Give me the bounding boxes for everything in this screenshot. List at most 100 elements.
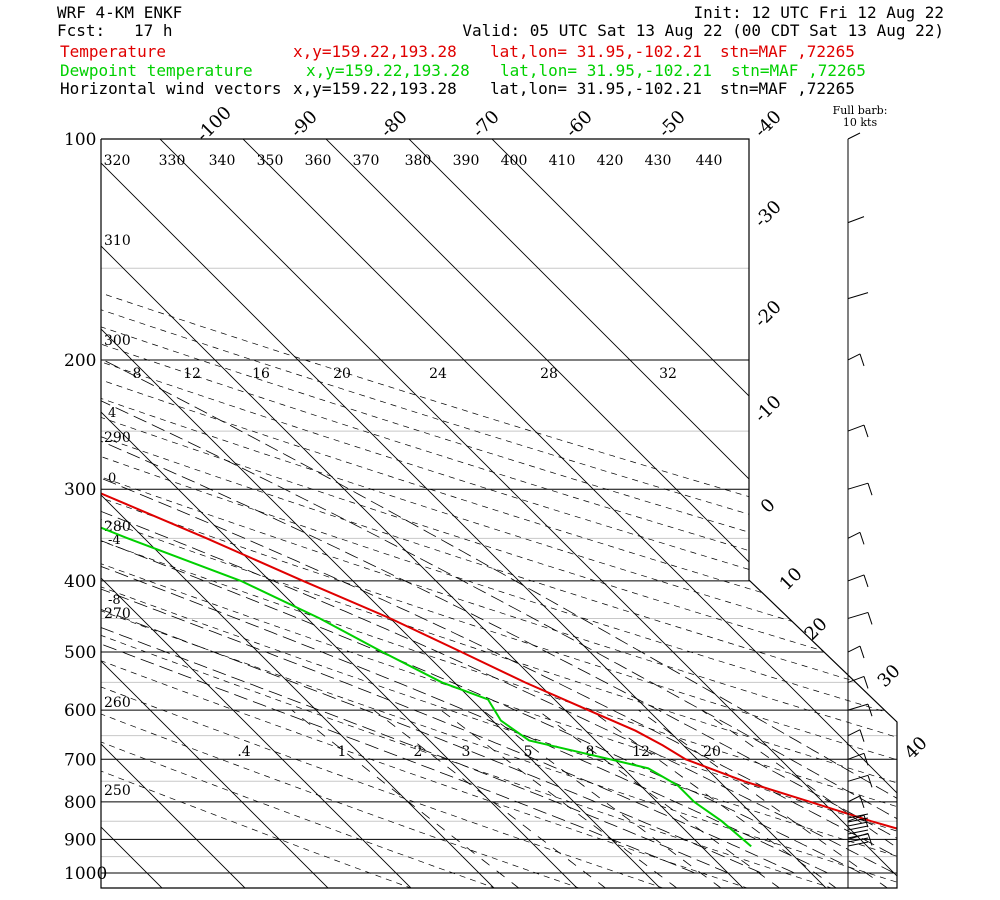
- wind-barb-flag: [859, 729, 865, 742]
- wind-barb: [847, 833, 869, 839]
- dry-adiabat: [101, 139, 581, 888]
- wind-barb-flag: [863, 676, 869, 689]
- wind-barb: [847, 132, 861, 140]
- legend-dewpoint-latlon: lat,lon= 31.95,-102.21: [500, 61, 712, 80]
- diagram-grid: [101, 139, 897, 888]
- pressure-tick-label: 600: [64, 701, 96, 721]
- wind-barb-flag: [859, 795, 865, 809]
- isotherm: [101, 139, 578, 888]
- dry-adiabat: [101, 139, 897, 888]
- barb-legend-line2: 10 kts: [843, 116, 878, 129]
- isotherm-label-small: -4: [108, 533, 121, 548]
- isotherm-label: -60: [561, 106, 596, 141]
- moist-adiabat-label: 20: [333, 366, 351, 382]
- mixing-ratio-line: [373, 709, 607, 888]
- mixing-ratio-label: 2: [414, 744, 423, 760]
- mixing-ratio-line: [537, 709, 781, 888]
- pressure-tick-label: 1000: [64, 864, 107, 884]
- init-time: Init: 12 UTC Fri 12 Aug 22: [693, 3, 944, 22]
- moist-adiabat: [101, 359, 861, 874]
- mixing-ratio-label: 5: [524, 744, 533, 760]
- wind-barb: [847, 645, 861, 653]
- wind-barb: [847, 817, 869, 823]
- dry-adiabat: [101, 139, 665, 888]
- wind-barb: [847, 675, 865, 683]
- moist-adiabat: [101, 359, 895, 874]
- wind-barb: [847, 821, 869, 827]
- forecast-label: Fcst:: [57, 21, 106, 40]
- isotherm-label: -70: [468, 106, 503, 141]
- isentrope-label: 410: [549, 153, 576, 169]
- isentrope-label: 390: [453, 153, 480, 169]
- valid-time: Valid: 05 UTC Sat 13 Aug 22 (00 CDT Sat …: [462, 21, 944, 40]
- isentrope-label: 320: [104, 153, 131, 169]
- mixing-ratio-line: [590, 709, 838, 888]
- dewpoint-profile: [101, 139, 752, 848]
- wind-barb: [847, 482, 869, 490]
- isentrope-label: 350: [257, 153, 284, 169]
- moist-adiabat: [101, 359, 762, 874]
- moist-adiabat-label: 8: [133, 366, 142, 382]
- wind-barb-flag: [859, 645, 865, 659]
- legend-temperature-point: x,y=159.22,193.28: [293, 42, 457, 61]
- isotherm-label: 20: [801, 614, 832, 645]
- legend-temperature-latlon: lat,lon= 31.95,-102.21: [490, 42, 702, 61]
- isentrope-label: 270: [104, 606, 131, 622]
- wind-barb: [847, 814, 865, 822]
- dry-adiabat: [101, 139, 497, 888]
- wind-barb: [847, 825, 869, 831]
- wind-barb: [847, 813, 869, 819]
- mixing-ratio-line: [701, 709, 897, 888]
- mixing-ratio-label: 12: [632, 744, 650, 760]
- isotherm-label: -40: [750, 106, 785, 141]
- pressure-tick-label: 700: [64, 750, 96, 770]
- isentrope-label: 400: [501, 153, 528, 169]
- isotherm: [101, 139, 246, 888]
- diagram-frame: [100, 138, 898, 889]
- moist-adiabat: [101, 359, 897, 874]
- wind-barb-flag: [859, 353, 865, 367]
- pressure-tick-label: 400: [64, 572, 96, 592]
- isentrope-label: 430: [645, 153, 672, 169]
- isotherm-label: 0: [757, 495, 780, 518]
- isotherm: [101, 139, 412, 888]
- dry-adiabat: [101, 139, 897, 888]
- barb-legend-line1: Full barb:: [833, 104, 888, 117]
- dry-adiabat: [101, 139, 897, 888]
- isotherm: [101, 139, 495, 888]
- isentrope-label: 340: [209, 153, 236, 169]
- pressure-tick-label: 800: [64, 793, 96, 813]
- isotherm-label: -10: [750, 391, 785, 426]
- wind-barb-flag: [863, 815, 869, 828]
- legend-wind-station: stn=MAF ,72265: [720, 79, 855, 98]
- legend-wind-name: Horizontal wind vectors: [60, 79, 282, 98]
- wind-barb: [847, 216, 865, 224]
- mixing-ratio-line: [440, 709, 678, 888]
- dry-adiabat: [101, 139, 897, 888]
- dry-adiabat: [101, 139, 897, 888]
- moist-adiabat-label: 28: [540, 366, 558, 382]
- moist-adiabat-label: 12: [183, 366, 201, 382]
- isotherm: [226, 139, 897, 888]
- wind-barb-flag: [867, 483, 873, 496]
- isentrope-label: 360: [305, 153, 332, 169]
- legend-temperature-station: stn=MAF ,72265: [720, 42, 855, 61]
- legend-temperature-name: Temperature: [60, 42, 166, 61]
- wind-barb: [847, 752, 865, 760]
- isotherm-label: -30: [750, 196, 785, 231]
- isentrope-label: 290: [104, 430, 131, 446]
- moist-adiabat: [101, 359, 897, 874]
- wind-barb-flag: [867, 612, 873, 625]
- wind-barb: [847, 292, 869, 300]
- wind-barb-flag: [863, 424, 869, 438]
- pressure-tick-label: 200: [64, 351, 96, 371]
- isentrope-label: 380: [405, 153, 432, 169]
- legend-dewpoint-station: stn=MAF ,72265: [731, 61, 866, 80]
- isotherm-label-small: 4: [108, 406, 116, 421]
- mixing-ratio-label: 20: [703, 744, 721, 760]
- wind-barb: [847, 837, 869, 843]
- isotherm-label: -80: [376, 106, 411, 141]
- isotherm: [101, 139, 329, 888]
- isentrope-label: 310: [104, 233, 131, 249]
